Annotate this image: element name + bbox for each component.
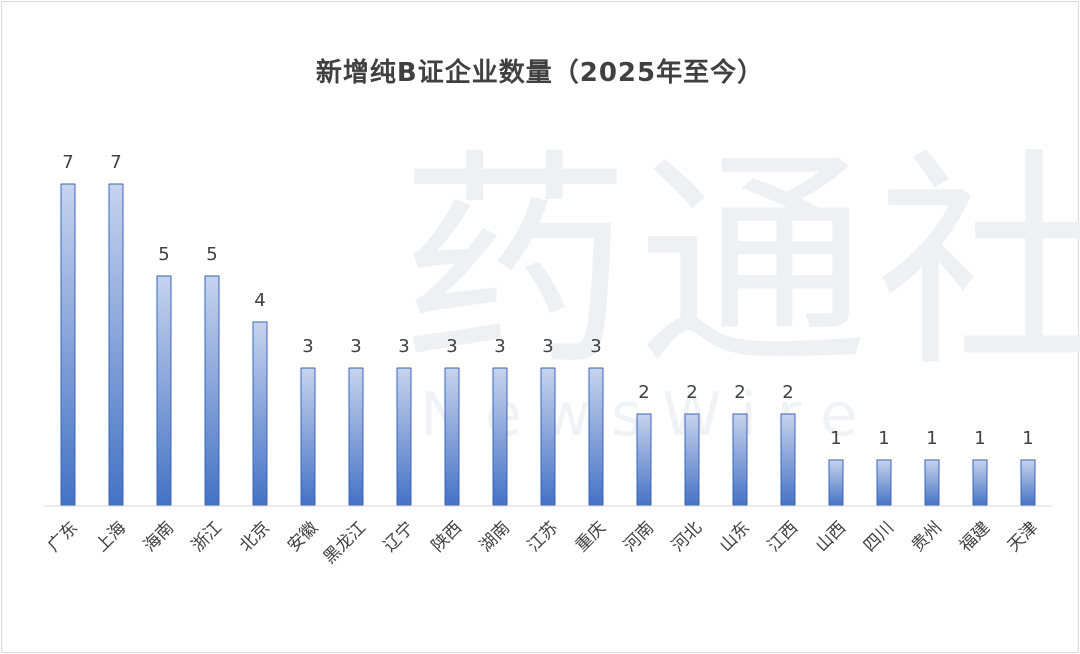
data-label-0: 7 [62, 152, 73, 173]
x-tick-label-12: 河南 [620, 518, 658, 556]
x-tick-label-14: 山东 [716, 518, 754, 556]
x-tick-label-11: 重庆 [572, 518, 610, 556]
x-tick-label-4: 北京 [236, 518, 274, 556]
data-label-8: 3 [446, 336, 457, 357]
bar-19 [972, 459, 988, 507]
x-tick-label-16: 山西 [812, 518, 850, 556]
bar-13 [684, 413, 700, 507]
bar-0 [60, 183, 76, 507]
x-tick-label-6: 黑龙江 [320, 518, 370, 568]
bar-9 [492, 367, 508, 507]
data-label-6: 3 [350, 336, 361, 357]
bar-15 [780, 413, 796, 507]
data-label-14: 2 [734, 382, 745, 403]
bar-3 [204, 275, 220, 507]
x-tick-label-13: 河北 [668, 518, 706, 556]
x-tick-label-8: 陕西 [428, 518, 466, 556]
bar-1 [108, 183, 124, 507]
bar-14 [732, 413, 748, 507]
x-tick-label-18: 贵州 [908, 518, 946, 556]
x-tick-label-3: 浙江 [188, 518, 226, 556]
data-label-9: 3 [494, 336, 505, 357]
bar-11 [588, 367, 604, 507]
data-label-19: 1 [974, 428, 985, 449]
bar-4 [252, 321, 268, 507]
data-label-17: 1 [878, 428, 889, 449]
bar-12 [636, 413, 652, 507]
data-label-18: 1 [926, 428, 937, 449]
data-label-7: 3 [398, 336, 409, 357]
x-tick-label-5: 安徽 [284, 518, 322, 556]
x-tick-label-2: 海南 [140, 518, 178, 556]
bar-7 [396, 367, 412, 507]
bar-2 [156, 275, 172, 507]
bar-6 [348, 367, 364, 507]
chart-title: 新增纯B证企业数量（2025年至今） [315, 58, 765, 88]
bars-group [60, 183, 1036, 507]
x-tick-label-15: 江西 [764, 518, 802, 556]
bar-8 [444, 367, 460, 507]
bar-17 [876, 459, 892, 507]
x-tick-label-20: 天津 [1004, 518, 1042, 556]
bar-18 [924, 459, 940, 507]
data-label-1: 7 [110, 152, 121, 173]
x-tick-label-17: 四川 [860, 518, 898, 556]
data-label-3: 5 [206, 244, 217, 265]
data-label-2: 5 [158, 244, 169, 265]
x-tick-label-7: 辽宁 [380, 518, 418, 556]
x-tick-label-9: 湖南 [476, 518, 514, 556]
bar-16 [828, 459, 844, 507]
data-label-13: 2 [686, 382, 697, 403]
data-label-11: 3 [590, 336, 601, 357]
data-label-4: 4 [254, 290, 265, 311]
data-label-12: 2 [638, 382, 649, 403]
data-label-20: 1 [1022, 428, 1033, 449]
data-label-5: 3 [302, 336, 313, 357]
data-label-15: 2 [782, 382, 793, 403]
bar-20 [1020, 459, 1036, 507]
data-label-10: 3 [542, 336, 553, 357]
x-tick-label-10: 江苏 [524, 518, 562, 556]
x-tick-label-19: 福建 [956, 518, 994, 556]
x-tick-label-0: 广东 [44, 518, 82, 556]
bar-5 [300, 367, 316, 507]
x-tick-label-1: 上海 [92, 518, 130, 556]
data-label-16: 1 [830, 428, 841, 449]
bar-10 [540, 367, 556, 507]
